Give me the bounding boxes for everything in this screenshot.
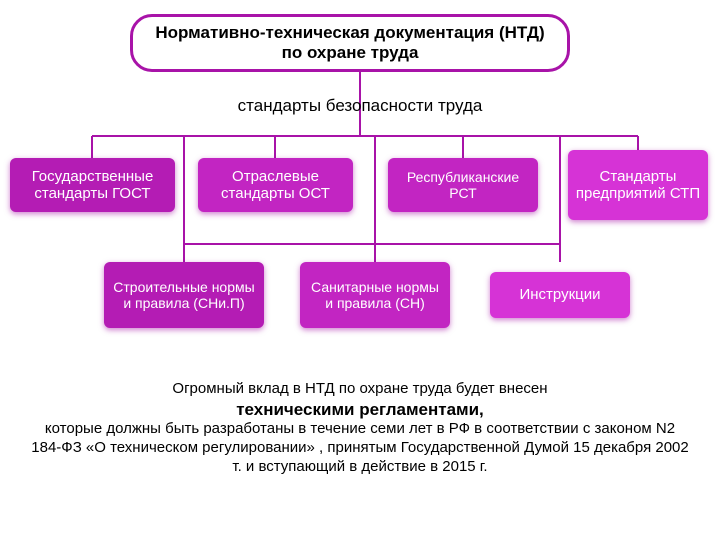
row1-node-0-label: Государственные стандарты ГОСТ [16,168,169,203]
root-box: Нормативно-техническая документация (НТД… [130,14,570,72]
root-line1: Нормативно-техническая документация (НТД… [141,23,559,43]
row2-node-2: Инструкции [490,272,630,318]
row2-node-0: Строительные нормы и правила (СНи.П) [104,262,264,328]
subtitle: стандарты безопасности труда [220,96,500,116]
row2-node-1-label: Санитарные нормы и правила (СН) [306,279,444,311]
row2-node-1: Санитарные нормы и правила (СН) [300,262,450,328]
row1-node-2: Республиканские РСТ [388,158,538,212]
row1-node-2-label: Республиканские РСТ [394,169,532,201]
row1-node-0: Государственные стандарты ГОСТ [10,158,175,212]
row2-node-2-label: Инструкции [519,286,600,303]
row1-node-3-label: Стандарты предприятий СТП [574,168,702,203]
footer-paragraph: Огромный вклад в НТД по охране труда буд… [30,380,690,476]
row2-node-0-label: Строительные нормы и правила (СНи.П) [110,279,258,311]
root-line2: по охране труда [141,43,559,63]
row1-node-1: Отраслевые стандарты ОСТ [198,158,353,212]
row1-node-1-label: Отраслевые стандарты ОСТ [204,168,347,203]
paragraph-line-2: которые должны быть разработаны в течени… [30,420,690,476]
row1-node-3: Стандарты предприятий СТП [568,150,708,220]
paragraph-line-1: техническими регламентами, [30,399,690,420]
paragraph-line-0: Огромный вклад в НТД по охране труда буд… [30,380,690,399]
